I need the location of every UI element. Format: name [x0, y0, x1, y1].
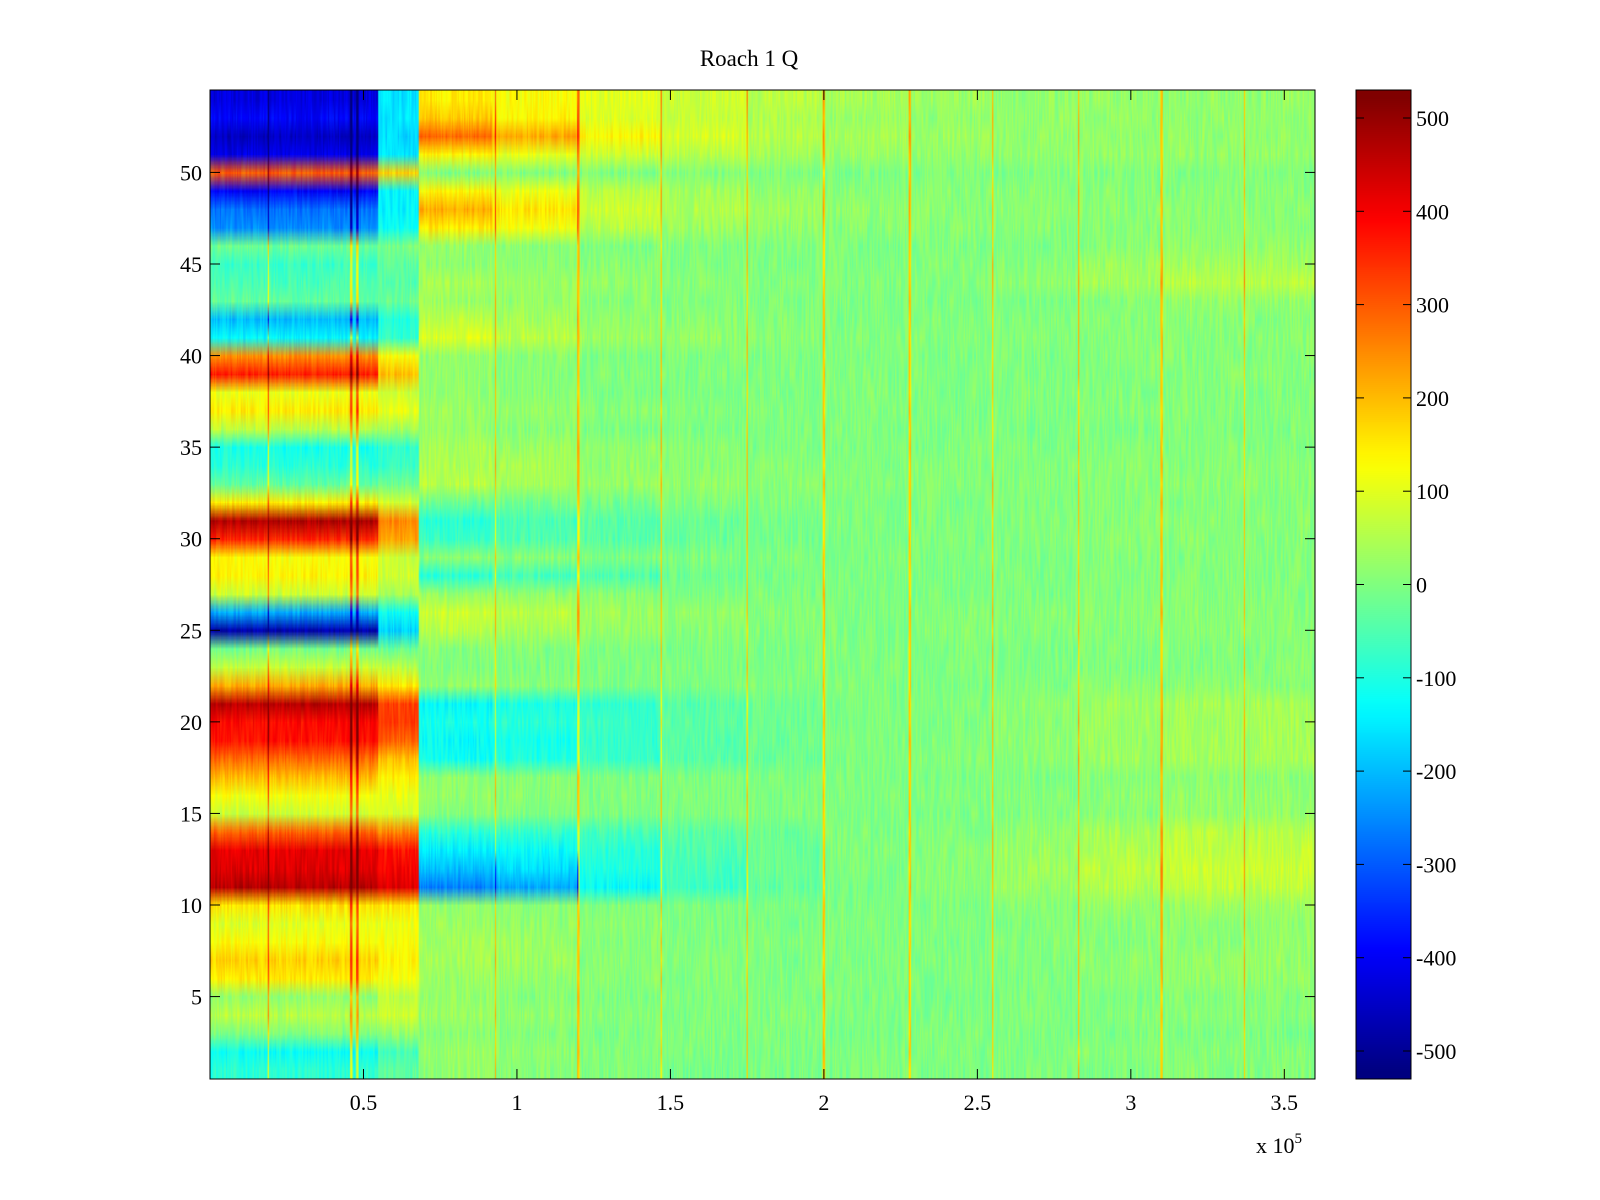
- colorbar-tick-label: -400: [1416, 946, 1456, 971]
- colorbar-tick-label: 200: [1416, 386, 1449, 411]
- x-exponent-label: x 105: [1256, 1131, 1302, 1158]
- y-axis: 5 10 15 20 25 30 35 40 45 50: [180, 160, 1315, 1010]
- y-tick-label: 10: [180, 893, 202, 918]
- colorbar-tick-label: 0: [1416, 573, 1427, 598]
- colorbar-axis: 500 400 300 200 100 0 -100 -200 -300 -400 -500: [1356, 106, 1456, 1064]
- colorbar-gradient: [1356, 90, 1411, 1079]
- colorbar-tick-label: -200: [1416, 759, 1456, 784]
- colorbar-tick-label: 500: [1416, 106, 1449, 131]
- x-tick-label: 1.5: [657, 1090, 685, 1115]
- y-tick-label: 40: [180, 344, 202, 369]
- chart-title: Roach 1 Q: [700, 46, 799, 71]
- colorbar-tick-label: -100: [1416, 666, 1456, 691]
- y-tick-label: 35: [180, 435, 202, 460]
- colorbar-tick-label: -300: [1416, 852, 1456, 877]
- y-tick-label: 15: [180, 801, 202, 826]
- y-tick-label: 25: [180, 618, 202, 643]
- heatmap-image: [210, 90, 1315, 1079]
- colorbar: 500 400 300 200 100 0 -100 -200 -300 -400 -500: [1355, 89, 1456, 1080]
- x-tick-label: 0.5: [350, 1090, 378, 1115]
- colorbar-tick-label: 300: [1416, 293, 1449, 318]
- colorbar-tick-label: -500: [1416, 1039, 1456, 1064]
- y-tick-label: 5: [191, 985, 202, 1010]
- x-tick-label: 1: [511, 1090, 522, 1115]
- colorbar-tick-label: 100: [1416, 479, 1449, 504]
- colorbar-tick-label: 400: [1416, 199, 1449, 224]
- x-tick-label: 2.5: [964, 1090, 992, 1115]
- y-tick-label: 30: [180, 527, 202, 552]
- x-tick-label: 3: [1125, 1090, 1136, 1115]
- y-tick-label: 45: [180, 252, 202, 277]
- y-tick-label: 20: [180, 710, 202, 735]
- x-tick-label: 2: [818, 1090, 829, 1115]
- plot-frame: [209, 89, 1316, 1080]
- y-tick-label: 50: [180, 160, 202, 185]
- x-tick-label: 3.5: [1271, 1090, 1299, 1115]
- x-axis: 0.5 1 1.5 2 2.5 3 3.5: [350, 90, 1298, 1115]
- heatmap-plot: 0.5 1 1.5 2 2.5 3 3.5 5 10 15 20 25 30 35 40 45 50 x 10…: [180, 89, 1316, 1158]
